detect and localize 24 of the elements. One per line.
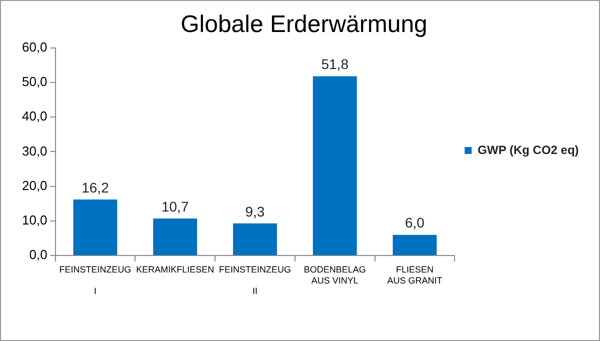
data-label: 51,8 <box>321 56 349 72</box>
x-tick-label: BODENBELAG AUS VINYL <box>304 264 366 286</box>
bar <box>233 223 277 256</box>
y-tick-label: 0,0 <box>29 247 48 262</box>
bar <box>392 234 437 256</box>
bar <box>312 76 357 256</box>
category-label: FEINSTEINZEUG II <box>218 264 291 296</box>
y-tick-label: 10,0 <box>22 212 48 228</box>
y-tick-label: 60,0 <box>22 39 48 54</box>
bar <box>153 218 198 256</box>
legend-label: GWP (Kg CO2 eq) <box>478 142 579 157</box>
data-label: 16,2 <box>82 179 110 196</box>
y-tick-label: 40,0 <box>22 108 48 124</box>
y-tick-label: 50,0 <box>22 74 48 90</box>
y-tick-label: 30,0 <box>22 143 48 158</box>
category-label: FEINSTEINZEUG I <box>59 264 132 296</box>
y-tick-label: 20,0 <box>22 178 48 193</box>
data-label: 10,7 <box>161 198 189 214</box>
bar <box>73 199 118 256</box>
data-label: 6,0 <box>404 214 425 231</box>
x-tick-label: FLIESEN AUS GRANIT <box>387 264 443 286</box>
x-tick-label: KERAMIKFLIESEN <box>136 264 214 274</box>
data-label: 9,3 <box>245 203 265 220</box>
chart-title: Globale Erderwärmung <box>180 11 428 38</box>
